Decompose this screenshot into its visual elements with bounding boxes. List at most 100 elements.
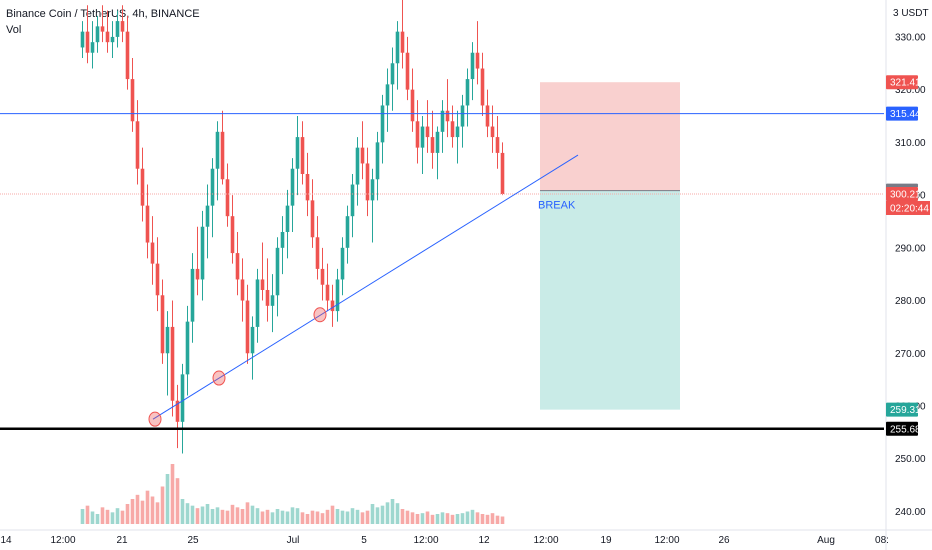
volume-bar	[470, 509, 475, 524]
candle-body	[425, 126, 430, 138]
price-label: 315.44	[890, 109, 921, 120]
candle-body	[150, 242, 155, 264]
volume-bar	[365, 510, 370, 524]
volume-bar	[85, 505, 90, 524]
candle-body	[95, 26, 100, 43]
candle-body	[365, 163, 370, 201]
candle-body	[205, 205, 210, 227]
candle-body	[280, 232, 285, 248]
candle-body	[355, 147, 360, 185]
x-tick-label: 25	[187, 535, 199, 546]
volume-bar	[360, 512, 365, 524]
candle-body	[215, 131, 220, 169]
candle-body	[160, 295, 165, 354]
y-tick-label: 270.00	[895, 349, 926, 360]
candle-body	[405, 52, 410, 90]
volume-bar	[145, 490, 150, 524]
candle-body	[155, 263, 160, 296]
price-label: 255.68	[890, 424, 921, 435]
candle-body	[335, 279, 340, 312]
candle-body	[270, 295, 275, 306]
candle-body	[320, 268, 325, 285]
volume-bar	[305, 514, 310, 524]
candle-body	[195, 268, 200, 280]
candle-body	[250, 326, 255, 354]
candle-body	[415, 121, 420, 148]
volume-bar	[490, 513, 495, 524]
volume-bar	[480, 514, 485, 524]
trend-line	[152, 154, 579, 420]
break-annotation: BREAK	[538, 200, 576, 212]
volume-bar	[440, 512, 445, 524]
candle-body	[110, 36, 115, 43]
candle-body	[175, 400, 180, 422]
candle-body	[390, 63, 395, 85]
volume-bar	[245, 502, 250, 524]
x-tick-label: 21	[116, 535, 128, 546]
volume-bar	[330, 505, 335, 524]
candle-body	[145, 205, 150, 243]
volume-bar	[400, 509, 405, 524]
volume-bar	[445, 513, 450, 524]
volume-bars	[80, 464, 505, 524]
volume-bar	[200, 506, 205, 524]
touch-point-circle	[148, 411, 162, 427]
countdown-box	[886, 200, 930, 215]
take-profit-zone	[540, 190, 680, 410]
volume-bar	[350, 508, 355, 524]
candle-body	[500, 152, 505, 194]
candle-body	[330, 300, 335, 312]
candle-body	[235, 253, 240, 280]
countdown-label: 02:20:44	[890, 203, 929, 214]
candle-body	[100, 26, 105, 32]
candle-body	[395, 31, 400, 64]
volume-bar	[265, 509, 270, 524]
candle-body	[135, 121, 140, 169]
volume-bar	[150, 496, 155, 524]
candle-body	[190, 268, 195, 322]
volume-bar	[290, 507, 295, 524]
volume-bar	[235, 507, 240, 524]
candle-body	[485, 105, 490, 127]
candle-body	[180, 374, 185, 422]
price-label: 300.21	[890, 189, 921, 200]
candle-body	[490, 126, 495, 138]
x-tick-label: 19	[600, 535, 612, 546]
volume-bar	[380, 505, 385, 524]
candle-body	[400, 31, 405, 53]
volume-bar	[295, 508, 300, 524]
candle-body	[470, 52, 475, 80]
x-tick-label: 5	[361, 535, 367, 546]
volume-indicator-label: Vol	[6, 24, 22, 36]
volume-bar	[435, 514, 440, 524]
volume-bar	[340, 510, 345, 524]
candle-body	[260, 279, 265, 290]
volume-bar	[415, 514, 420, 524]
volume-bar	[495, 515, 500, 524]
candle-body	[440, 110, 445, 132]
currency-label: 3 USDT	[893, 8, 929, 19]
candle-body	[325, 284, 330, 301]
x-tick-label: 14	[0, 535, 12, 546]
volume-bar	[460, 513, 465, 524]
candle-body	[370, 179, 375, 201]
candle-body	[495, 137, 500, 153]
candlestick-series	[80, 0, 505, 454]
volume-bar	[105, 509, 110, 524]
price-axis-background	[886, 0, 932, 550]
candle-body	[115, 21, 120, 37]
volume-bar	[410, 512, 415, 524]
candle-body	[375, 142, 380, 180]
candle-body	[460, 105, 465, 127]
candle-body	[360, 147, 365, 164]
candle-body	[210, 168, 215, 206]
volume-bar	[225, 510, 230, 524]
volume-bar	[325, 509, 330, 524]
volume-bar	[195, 508, 200, 524]
volume-bar	[185, 503, 190, 524]
volume-bar	[170, 464, 175, 524]
volume-bar	[375, 507, 380, 524]
volume-bar	[385, 502, 390, 524]
